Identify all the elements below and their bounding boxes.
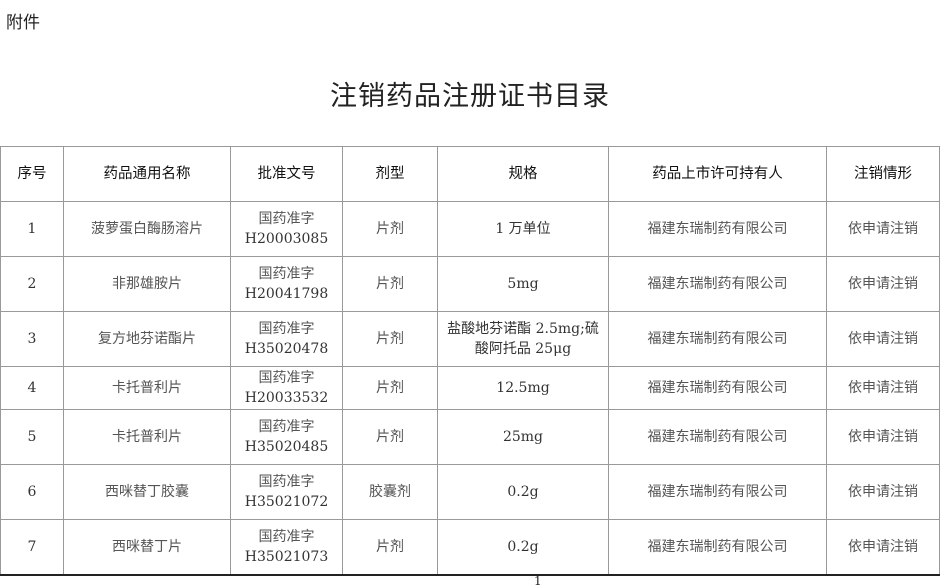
cell-approval: 国药准字 H20041798 xyxy=(230,256,343,312)
certificate-table: 序号 药品通用名称 批准文号 剂型 规格 药品上市许可持有人 注销情形 1 菠萝蛋白酶肠溶片国… xyxy=(0,146,940,576)
cell-form: 片剂 xyxy=(342,201,438,257)
cell-spec: 0.2g xyxy=(437,464,609,520)
cell-approval: 国药准字 H35020478 xyxy=(230,311,343,367)
cell-spec: 0.2g xyxy=(437,519,609,575)
cell-holder: 福建东瑞制药有限公司 xyxy=(608,366,827,410)
cell-spec: 5mg xyxy=(437,256,609,312)
cell-no: 1 xyxy=(0,201,64,257)
cell-form: 片剂 xyxy=(342,366,438,410)
table-row: 2 非那雄胺片 国药准字 H20041798 片剂 5mg 福建东瑞制药有限公司 依申请注销 xyxy=(0,256,940,312)
approval-number: H35020485 xyxy=(244,439,329,455)
cell-holder: 福建东瑞制药有限公司 xyxy=(608,464,827,520)
cell-no: 6 xyxy=(0,464,64,520)
cell-approval: 国药准字 H20033532 xyxy=(230,366,343,410)
cell-no: 5 xyxy=(0,409,64,465)
header-name: 药品通用名称 xyxy=(63,146,231,202)
cell-holder: 福建东瑞制药有限公司 xyxy=(608,256,827,312)
cell-holder: 福建东瑞制药有限公司 xyxy=(608,311,827,367)
cell-status: 依申请注销 xyxy=(826,519,940,575)
cell-spec: 盐酸地芬诺酯 2.5mg;硫酸阿托品 25μg xyxy=(437,311,609,367)
cell-form: 片剂 xyxy=(342,256,438,312)
cell-form: 胶囊剂 xyxy=(342,464,438,520)
cell-status: 依申请注销 xyxy=(826,366,940,410)
cell-name: 西咪替丁片 xyxy=(63,519,231,575)
cell-no: 3 xyxy=(0,311,64,367)
cell-approval: 国药准字 H35021072 xyxy=(230,464,343,520)
table-row: 3 复方地芬诺酯片 国药准字 H35020478 片剂 盐酸地芬诺酯 2.5mg;硫酸阿托… xyxy=(0,311,940,367)
cell-status: 依申请注销 xyxy=(826,409,940,465)
approval-number: H35021073 xyxy=(244,548,329,565)
cell-holder: 福建东瑞制药有限公司 xyxy=(608,519,827,575)
cell-name: 卡托普利片 xyxy=(63,366,231,410)
table-row: 1 菠萝蛋白酶肠溶片 国药准字 H20003085 片剂 1 万单位 福建东瑞制药有限公司依… xyxy=(0,201,940,257)
approval-prefix: 国药准字 xyxy=(258,370,315,386)
cell-no: 2 xyxy=(0,256,64,312)
approval-prefix: 国药准字 xyxy=(258,419,315,435)
approval-prefix: 国药准字 xyxy=(258,528,315,545)
attachment-label: 附件 xyxy=(6,13,40,33)
approval-number: H20041798 xyxy=(244,286,329,302)
cell-no: 4 xyxy=(0,366,64,410)
cell-spec: 1 万单位 xyxy=(437,201,609,257)
approval-prefix: 国药准字 xyxy=(258,321,315,337)
header-status: 注销情形 xyxy=(826,146,940,202)
cell-holder: 福建东瑞制药有限公司 xyxy=(608,201,827,257)
approval-prefix: 国药准字 xyxy=(258,474,315,490)
cell-status: 依申请注销 xyxy=(826,464,940,520)
cell-name: 卡托普利片 xyxy=(63,409,231,465)
header-spec: 规格 xyxy=(437,146,609,202)
cell-name: 复方地芬诺酯片 xyxy=(63,311,231,367)
table-row: 7 西咪替丁片 国药准字 H35021073 片剂 0.2g 福建东瑞制药有限公司 依申请注销 xyxy=(0,519,940,575)
cell-spec: 25mg xyxy=(437,409,609,465)
cell-name: 非那雄胺片 xyxy=(63,256,231,312)
cell-name: 西咪替丁胶囊 xyxy=(63,464,231,520)
cell-status: 依申请注销 xyxy=(826,201,940,257)
cell-status: 依申请注销 xyxy=(826,311,940,367)
table-row: 5 卡托普利片 国药准字 H35020485 片剂 25mg 福建东瑞制药有限公司 依申请注销 xyxy=(0,409,940,465)
cell-form: 片剂 xyxy=(342,519,438,575)
header-form: 剂型 xyxy=(342,146,438,202)
cell-holder: 福建东瑞制药有限公司 xyxy=(608,409,827,465)
header-holder: 药品上市许可持有人 xyxy=(608,146,827,202)
header-no: 序号 xyxy=(0,146,64,202)
approval-number: H35021072 xyxy=(244,494,329,510)
approval-number: H35020478 xyxy=(244,341,329,357)
header-approval: 批准文号 xyxy=(230,146,343,202)
page-number: 1 xyxy=(534,574,542,588)
cell-approval: 国药准字 H35020485 xyxy=(230,409,343,465)
approval-number: H20033532 xyxy=(244,390,329,406)
table-header-row: 序号 药品通用名称 批准文号 剂型 规格 药品上市许可持有人 注销情形 xyxy=(0,146,940,202)
cell-form: 片剂 xyxy=(342,409,438,465)
table-row: 4 卡托普利片 国药准字 H20033532 片剂 12.5mg 福建东瑞制药有限公司 依申请… xyxy=(0,366,940,410)
table-row: 6 西咪替丁胶囊 国药准字 H35021072 胶囊剂 0.2g 福建东瑞制药有限公司 依申请… xyxy=(0,464,940,520)
approval-prefix: 国药准字 xyxy=(258,211,315,227)
cell-form: 片剂 xyxy=(342,311,438,367)
cell-no: 7 xyxy=(0,519,64,575)
approval-prefix: 国药准字 xyxy=(258,266,315,282)
document-title: 注销药品注册证书目录 xyxy=(330,81,610,112)
cell-status: 依申请注销 xyxy=(826,256,940,312)
cell-approval: 国药准字 H20003085 xyxy=(230,201,343,257)
cell-name: 菠萝蛋白酶肠溶片 xyxy=(63,201,231,257)
cell-spec: 12.5mg xyxy=(437,366,609,410)
cell-approval: 国药准字 H35021073 xyxy=(230,519,343,575)
approval-number: H20003085 xyxy=(244,231,329,247)
